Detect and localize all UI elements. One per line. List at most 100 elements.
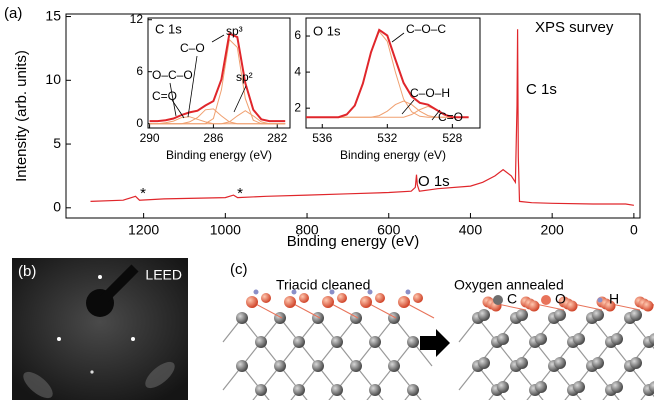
c-atom	[516, 309, 528, 321]
plot-frame	[147, 17, 291, 129]
c-atom	[350, 360, 362, 372]
x-tick-label: 282	[267, 131, 287, 145]
plot-frame	[305, 17, 481, 129]
c-atom	[630, 309, 642, 321]
annotation: sp³	[226, 24, 243, 38]
c-atom	[293, 336, 305, 348]
c-atom	[611, 381, 623, 393]
x-tick-label: 1000	[210, 221, 241, 237]
x-tick-label: 600	[377, 221, 401, 237]
spot	[57, 337, 61, 341]
h-atom	[405, 289, 411, 295]
o-atom	[322, 296, 334, 308]
annotation: O 1s	[418, 173, 450, 190]
annotation: sp²	[236, 70, 253, 84]
y-tick-label: 6	[294, 28, 301, 42]
panel-label: (c)	[230, 261, 248, 278]
leed-panel: (b) LEED	[12, 258, 188, 400]
annotation: C 1s	[526, 81, 557, 98]
y-tick-label: 0	[53, 199, 61, 215]
annotation-arrow	[187, 55, 198, 118]
o-atom	[642, 300, 654, 312]
o-atom	[246, 296, 258, 308]
c-atom	[535, 381, 547, 393]
c-atom	[350, 312, 362, 324]
c-atom	[312, 360, 324, 372]
c-atom	[573, 333, 585, 345]
y-tick-label: 15	[45, 7, 61, 23]
annotation-arrow	[391, 32, 405, 43]
c-atom	[573, 381, 585, 393]
data-line	[149, 38, 286, 125]
x-tick-label: 532	[377, 131, 397, 145]
y-tick-label: 2	[294, 100, 301, 114]
c-atom	[255, 336, 267, 348]
annotation: O–C–O	[152, 68, 193, 82]
panel-label: (a)	[4, 5, 22, 22]
spot	[98, 275, 102, 279]
c-atom	[649, 333, 654, 345]
o-atom	[375, 293, 385, 303]
x-axis-label: Binding energy (eV)	[166, 148, 272, 162]
inset-title: C 1s	[155, 21, 182, 36]
legend-label: C	[507, 291, 517, 307]
c-atom	[369, 384, 381, 396]
c-atom	[369, 336, 381, 348]
spot	[90, 370, 94, 374]
legend-swatch	[597, 297, 603, 303]
o-atom	[604, 300, 616, 312]
x-tick-label: 400	[459, 221, 483, 237]
c-atom	[255, 384, 267, 396]
model-title: Triacid cleaned	[276, 277, 370, 293]
legend-label: H	[609, 291, 619, 307]
x-axis-label: Binding energy (eV)	[340, 148, 446, 162]
atom-model	[458, 296, 654, 400]
annotation: *	[140, 185, 146, 202]
c-atom	[554, 357, 566, 369]
o-atom	[284, 296, 296, 308]
y-tick-label: 0	[136, 116, 143, 130]
c-atom	[236, 312, 248, 324]
annotation: C–O	[180, 41, 205, 55]
c-atom	[649, 381, 654, 393]
y-tick-label: 12	[130, 12, 144, 26]
o-atom	[360, 296, 372, 308]
data-line	[306, 28, 469, 119]
c-atom	[535, 333, 547, 345]
y-tick-label: 5	[53, 135, 61, 151]
o-atom	[413, 293, 423, 303]
c-atom	[611, 333, 623, 345]
glare	[145, 361, 175, 389]
o-atom	[299, 293, 309, 303]
c-atom	[407, 336, 419, 348]
h-atom	[329, 289, 335, 295]
gun-shadow	[96, 264, 139, 307]
c-atom	[407, 384, 419, 396]
annotation-arrow	[171, 99, 185, 119]
y-tick-label: 4	[294, 64, 301, 78]
x-tick-label: 200	[540, 221, 564, 237]
glare	[23, 371, 53, 399]
legend-swatch	[541, 295, 551, 305]
o-atom	[261, 293, 271, 303]
arrow	[420, 329, 450, 357]
c-atom	[478, 357, 490, 369]
c-atom	[331, 336, 343, 348]
c-atom	[236, 360, 248, 372]
x-tick-label: 800	[295, 221, 319, 237]
c-atom	[630, 357, 642, 369]
models	[222, 289, 654, 400]
annotation-arrow	[233, 85, 247, 113]
y-axis-label: Intensity (arb. units)	[13, 50, 30, 182]
c-atom	[331, 384, 343, 396]
annotation: C–O–H	[410, 86, 450, 100]
leed-label: LEED	[145, 267, 182, 283]
y-tick-label: 6	[136, 64, 143, 78]
annotation: *	[237, 185, 243, 202]
x-tick-label: 0	[630, 221, 638, 237]
o-atom	[566, 300, 578, 312]
data-line	[149, 32, 286, 123]
model-title: Oxygen annealed	[454, 277, 564, 293]
o-atom	[398, 296, 410, 308]
